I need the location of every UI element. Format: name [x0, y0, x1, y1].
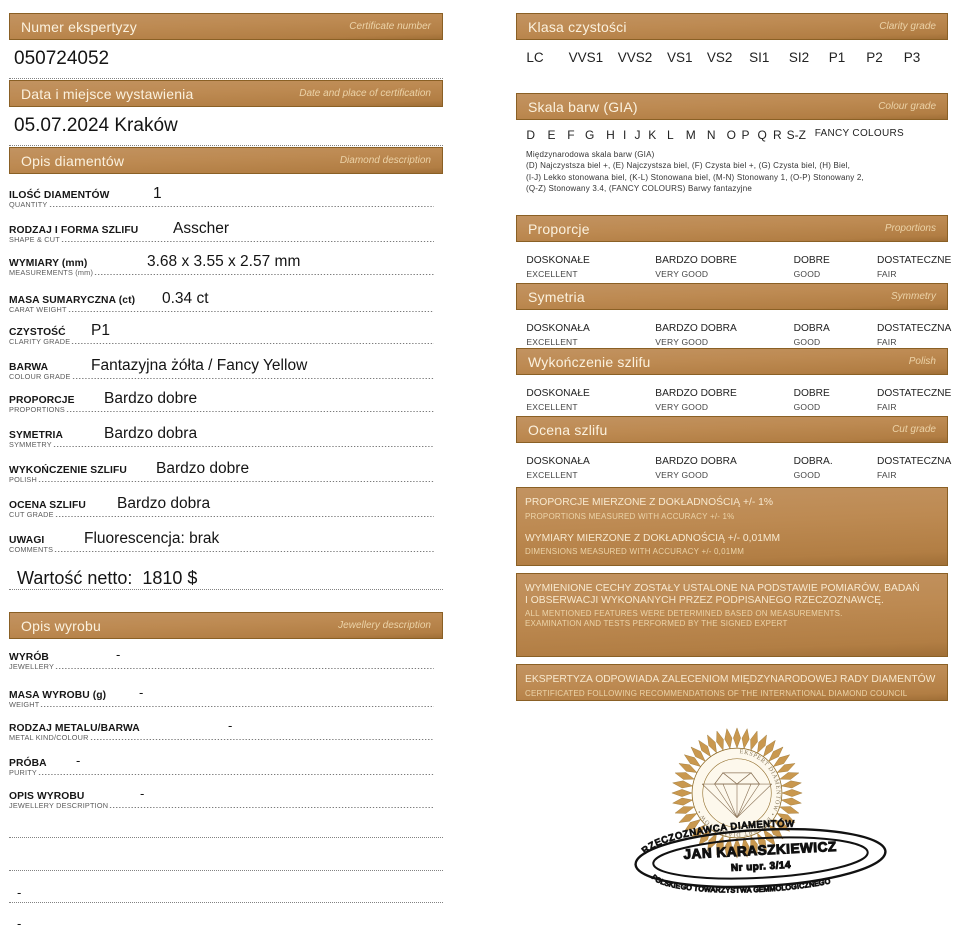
svg-text:JAN KARASZKIEWICZ: JAN KARASZKIEWICZ [683, 839, 837, 862]
svg-text:Nr upr. 3/14: Nr upr. 3/14 [731, 860, 792, 874]
